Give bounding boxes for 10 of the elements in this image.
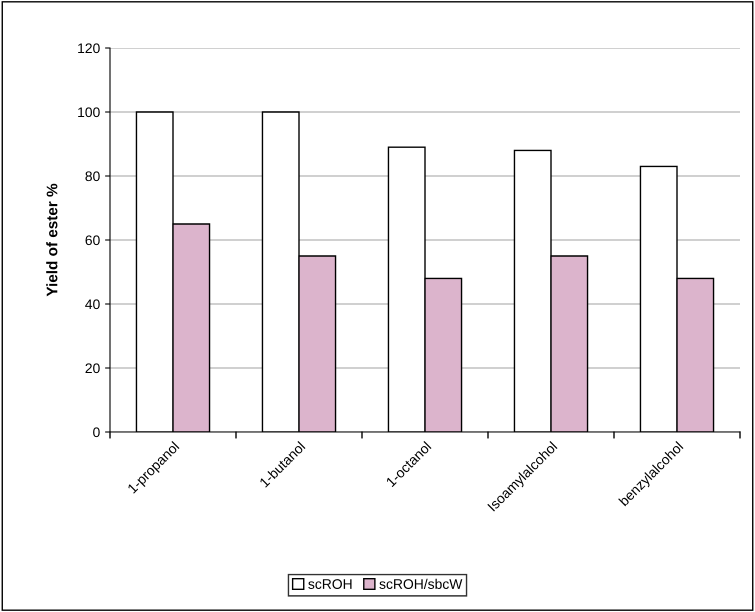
legend-label: scROH/sbcW [379,578,462,589]
y-tick-label: 40 [85,299,100,310]
y-tick-label: 0 [93,427,100,438]
y-tick-label: 20 [86,363,100,374]
y-tick-label: 100 [78,107,100,118]
y-tick-label: 80 [85,171,100,182]
y-tick-label: 60 [86,235,100,246]
y-tick-label: 120 [78,43,100,54]
y-axis-title: Yield of ester % [46,184,58,296]
legend-label: scROH [308,579,352,589]
